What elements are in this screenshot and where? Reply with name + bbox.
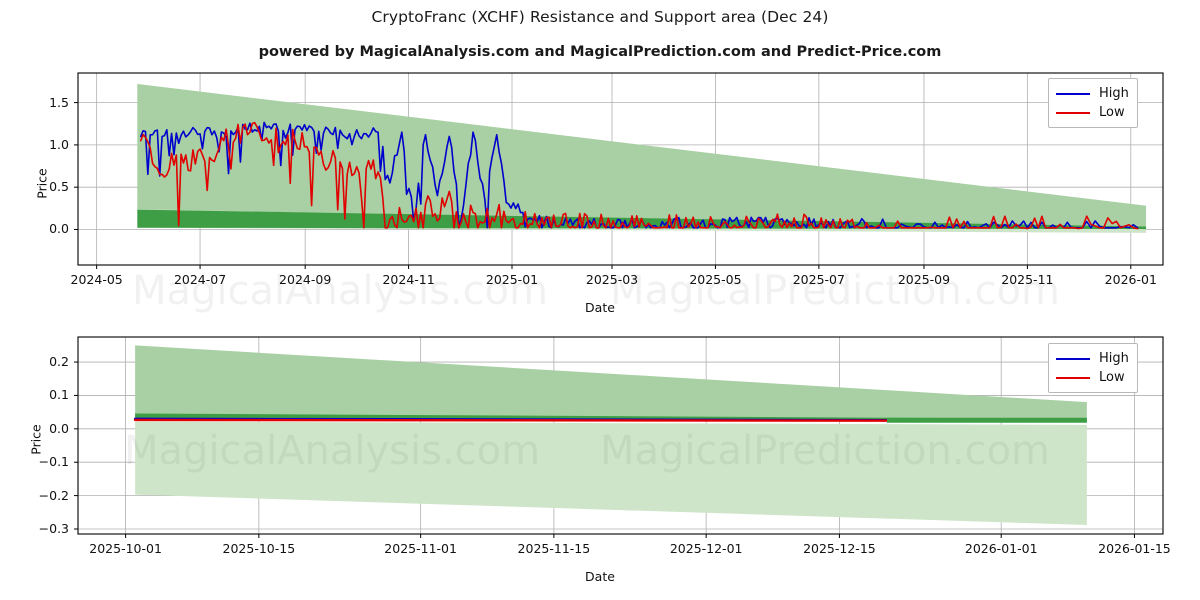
legend-item-high[interactable]: High [1056, 349, 1129, 368]
x-tick-label: 2025-07 [792, 272, 845, 287]
x-tick-label: 2026-01-01 [964, 541, 1038, 556]
top-chart-legend: High Low [1048, 78, 1138, 128]
x-tick-label: 2024-07 [173, 272, 227, 287]
y-tick-label: −0.2 [38, 487, 69, 503]
y-tick-label: 1.5 [49, 94, 69, 110]
top-chart-panel: 2024-05 2024-07 2024-09 2024-11 2025-01 2025-… [49, 72, 1164, 287]
legend-item-high[interactable]: High [1056, 84, 1129, 103]
y-tick-label: 0.5 [49, 179, 69, 195]
top-xaxis-label: Date [585, 300, 615, 315]
legend-item-low[interactable]: Low [1056, 103, 1129, 122]
page-title: CryptoFranc (XCHF) Resistance and Suppor… [371, 8, 829, 26]
legend-label-high: High [1099, 350, 1129, 366]
top-yaxis-label: Price [34, 168, 50, 199]
y-tick-label: −0.1 [38, 454, 69, 470]
x-tick-label: 2025-09 [897, 272, 951, 287]
x-tick-label: 2024-09 [279, 272, 332, 287]
legend-swatch-low [1056, 376, 1090, 379]
x-tick-label: 2025-12-15 [803, 541, 876, 556]
x-tick-label: 2024-11 [382, 272, 435, 287]
legend-label-low: Low [1099, 369, 1125, 385]
y-tick-label: 0.1 [49, 387, 69, 403]
x-tick-label: 2025-05 [689, 272, 742, 287]
legend-swatch-low [1056, 111, 1090, 114]
x-tick-label: 2025-11-15 [517, 541, 591, 556]
y-tick-label: 0.2 [49, 354, 69, 370]
bottom-chart-legend: High Low [1048, 343, 1138, 393]
y-tick-label: 1.0 [49, 136, 69, 152]
y-tick-label: 0.0 [49, 221, 69, 237]
x-tick-label: 2026-01-15 [1098, 541, 1171, 556]
page-subtitle: powered by MagicalAnalysis.com and Magic… [258, 44, 942, 60]
x-tick-label: 2025-11 [1001, 272, 1054, 287]
x-tick-label: 2025-03 [585, 272, 639, 287]
x-tick-label: 2025-10-01 [89, 541, 162, 556]
legend-label-low: Low [1099, 104, 1125, 120]
legend-swatch-high [1056, 92, 1090, 95]
bottom-chart-plot [74, 336, 1164, 538]
x-tick-label: 2025-10-15 [222, 541, 296, 556]
x-tick-label: 2025-11-01 [384, 541, 457, 556]
top-chart-plot [74, 72, 1164, 269]
bottom-yaxis-label: Price [28, 424, 44, 455]
bottom-chart-panel: 2025-10-01 2025-10-15 2025-11-01 2025-11-15… [0, 300, 1200, 600]
legend-swatch-high [1056, 357, 1090, 360]
legend-item-low[interactable]: Low [1056, 368, 1129, 387]
bottom-xaxis-label: Date [585, 569, 615, 584]
x-tick-label: 2024-05 [70, 272, 123, 287]
x-tick-label: 2025-01 [485, 272, 539, 287]
legend-label-high: High [1099, 85, 1129, 101]
y-tick-label: −0.3 [38, 520, 69, 536]
x-tick-label: 2025-12-01 [669, 541, 743, 556]
y-tick-label: 0.0 [49, 420, 69, 436]
x-tick-label: 2026-01 [1104, 272, 1157, 287]
